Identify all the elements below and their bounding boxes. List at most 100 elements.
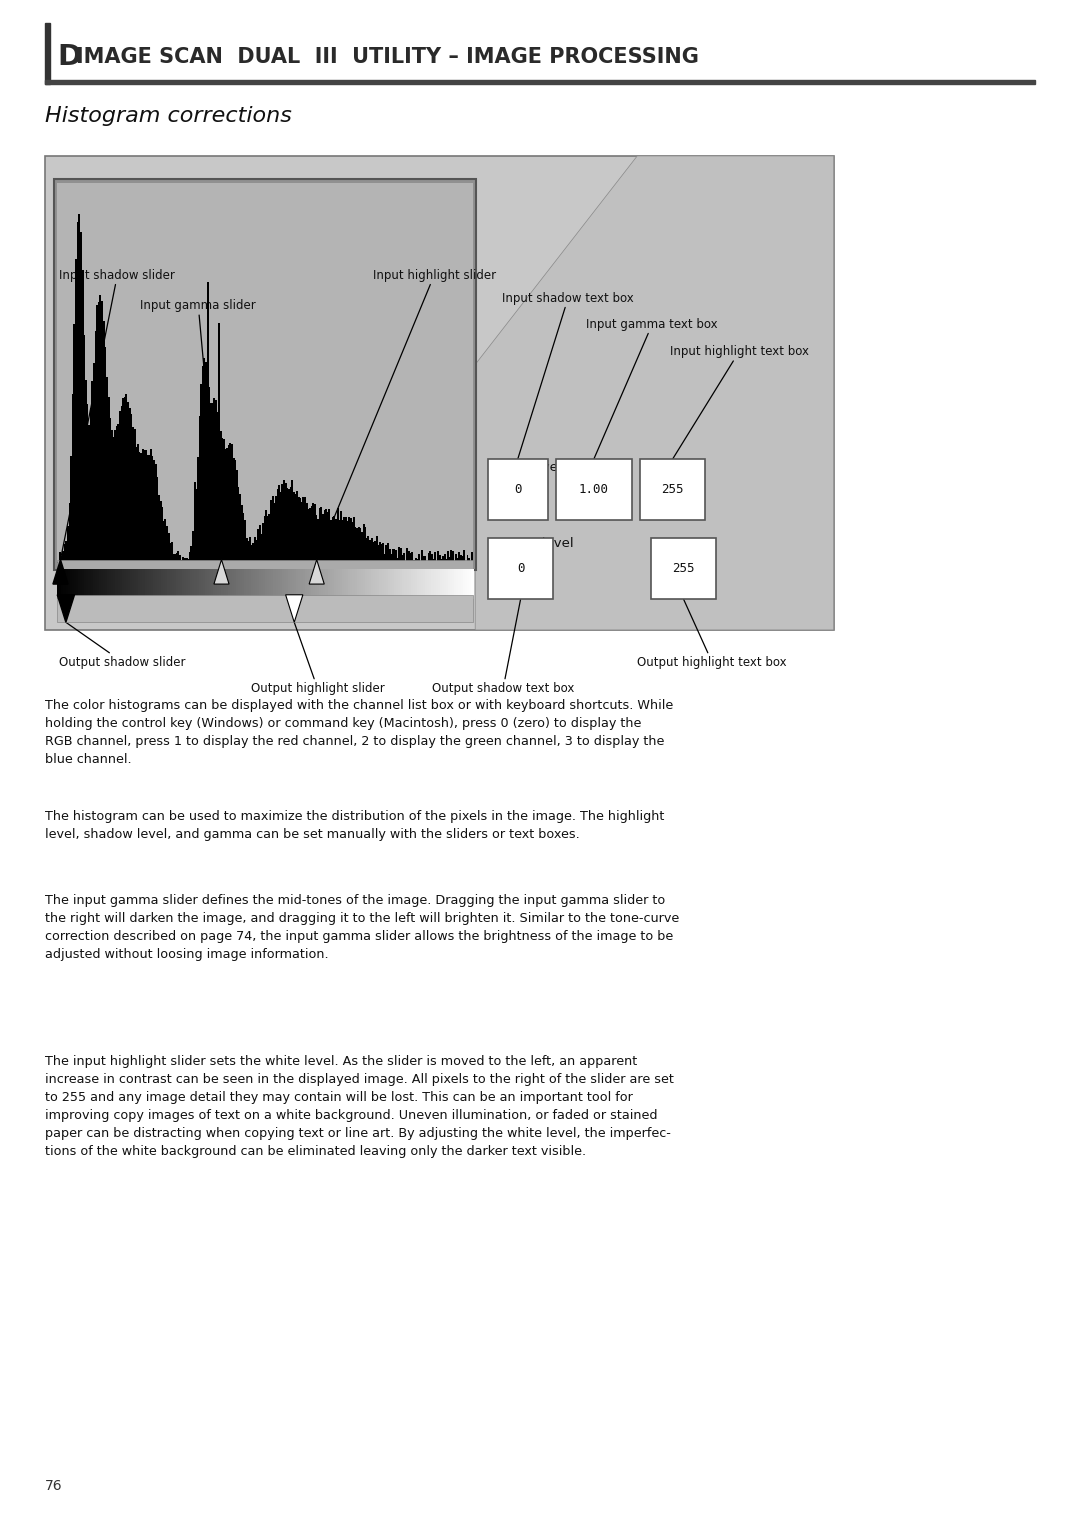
Bar <box>100 569 104 599</box>
Bar <box>57 569 59 599</box>
Bar <box>70 569 72 599</box>
Bar <box>426 569 428 599</box>
Bar <box>396 558 399 563</box>
Bar <box>305 497 306 563</box>
Text: The input highlight slider sets the white level. As the slider is moved to the l: The input highlight slider sets the whit… <box>45 1055 674 1157</box>
Bar <box>356 569 360 599</box>
Bar <box>440 569 443 599</box>
Bar <box>461 557 463 563</box>
Bar <box>462 569 465 599</box>
Bar <box>246 569 249 599</box>
Bar <box>202 367 204 563</box>
Bar <box>322 514 324 563</box>
Bar <box>361 569 363 599</box>
Bar <box>305 569 308 599</box>
Bar <box>177 550 179 563</box>
Bar <box>356 528 359 563</box>
Bar <box>270 500 272 563</box>
Text: 1.00: 1.00 <box>579 483 609 495</box>
Bar <box>179 555 181 563</box>
Bar <box>335 518 337 563</box>
Bar <box>113 569 116 599</box>
Bar <box>186 558 188 563</box>
Bar <box>276 489 279 563</box>
Bar <box>406 569 409 599</box>
Bar <box>215 399 217 563</box>
Bar <box>340 512 341 563</box>
Bar <box>157 569 160 599</box>
Bar <box>67 526 69 563</box>
Bar <box>122 569 124 599</box>
Bar <box>150 450 152 563</box>
Bar <box>450 569 453 599</box>
Bar <box>376 537 378 563</box>
Text: Output level: Output level <box>491 537 575 550</box>
Bar <box>258 526 260 563</box>
Bar <box>234 569 237 599</box>
Bar <box>171 541 173 563</box>
Bar <box>132 569 135 599</box>
Bar <box>374 541 376 563</box>
Bar <box>127 402 129 563</box>
Bar <box>120 569 122 599</box>
Bar <box>224 569 226 599</box>
Bar <box>399 569 401 599</box>
Bar <box>225 450 227 563</box>
Bar <box>116 425 118 563</box>
Bar <box>438 555 441 563</box>
Bar <box>428 569 430 599</box>
Bar <box>269 514 270 563</box>
Bar <box>136 569 139 599</box>
Bar <box>210 404 212 563</box>
Text: Output shadow slider: Output shadow slider <box>59 622 186 668</box>
Bar <box>45 23 50 84</box>
Text: 0: 0 <box>514 483 522 495</box>
Bar <box>140 453 143 563</box>
Bar <box>453 569 455 599</box>
Bar <box>161 569 164 599</box>
Bar <box>199 416 201 563</box>
Bar <box>183 558 185 563</box>
Bar <box>312 503 314 563</box>
Bar <box>325 509 327 563</box>
Bar <box>392 549 394 563</box>
Bar <box>338 520 340 563</box>
Bar <box>421 569 423 599</box>
Bar <box>448 557 450 563</box>
Text: Input level: Input level <box>491 460 562 474</box>
Bar <box>354 569 357 599</box>
Bar <box>381 569 384 599</box>
Bar <box>85 379 86 563</box>
Bar <box>189 552 191 563</box>
Bar <box>160 502 162 563</box>
Bar <box>99 569 102 599</box>
Bar <box>467 569 470 599</box>
Bar <box>141 450 144 563</box>
Bar <box>373 543 375 563</box>
Bar <box>232 569 234 599</box>
Bar <box>118 569 120 599</box>
Bar <box>390 553 392 563</box>
Bar <box>418 553 420 563</box>
Bar <box>423 569 426 599</box>
Bar <box>411 552 414 563</box>
Text: D: D <box>57 43 81 70</box>
Bar <box>315 515 318 563</box>
Bar <box>222 439 225 563</box>
Bar <box>154 463 157 563</box>
Bar <box>180 569 183 599</box>
Bar <box>430 569 432 599</box>
Bar <box>95 332 96 563</box>
Bar <box>187 558 189 563</box>
Bar <box>282 483 283 563</box>
Bar <box>343 517 345 563</box>
Bar <box>86 569 89 599</box>
Bar <box>269 569 272 599</box>
Bar <box>293 569 295 599</box>
Bar <box>229 443 231 563</box>
Bar <box>119 411 121 563</box>
Bar <box>266 569 268 599</box>
Bar <box>446 569 448 599</box>
Bar <box>248 569 252 599</box>
Bar <box>105 569 108 599</box>
